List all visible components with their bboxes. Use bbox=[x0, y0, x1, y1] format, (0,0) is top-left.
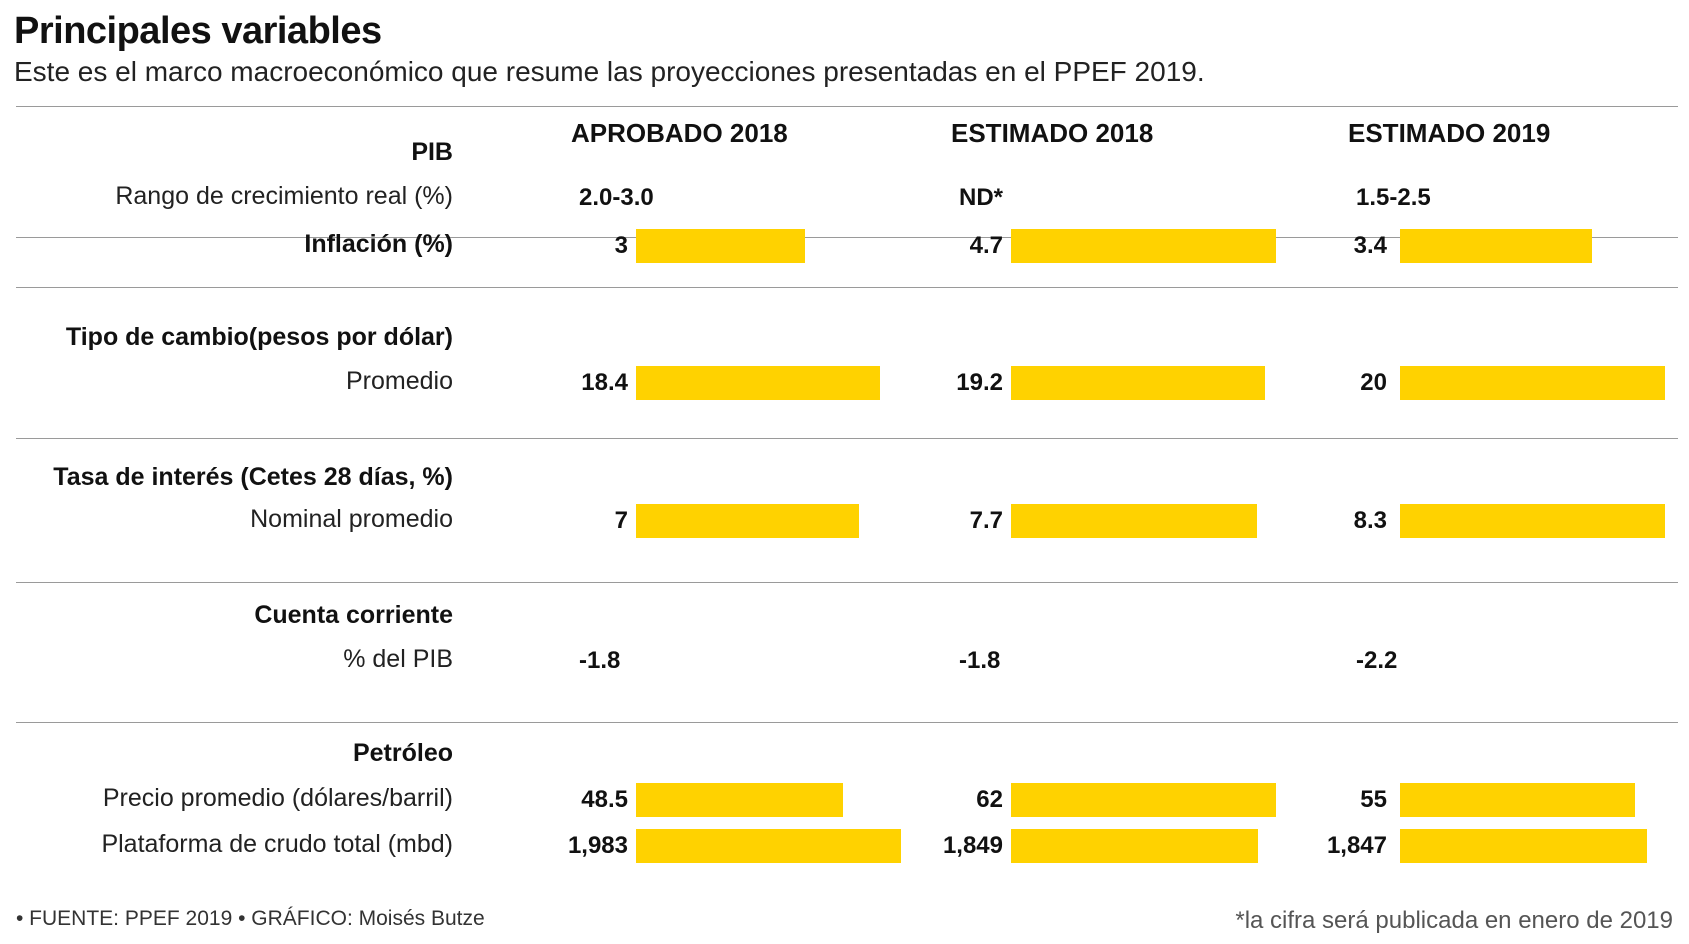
data-label: 48.5 bbox=[581, 786, 628, 813]
data-bar bbox=[1011, 504, 1257, 538]
data-bar bbox=[636, 366, 880, 400]
data-bar bbox=[1400, 783, 1635, 817]
row-label: Promedio bbox=[346, 367, 453, 395]
section-header: Petróleo bbox=[352, 739, 453, 767]
row-label: Rango de crecimiento real (%) bbox=[115, 182, 453, 210]
data-label: 2.0-3.0 bbox=[579, 184, 654, 211]
data-bar bbox=[1011, 366, 1265, 400]
column-header: APROBADO 2018 bbox=[571, 118, 788, 148]
data-bar bbox=[1400, 229, 1592, 263]
source-credit: • FUENTE: PPEF 2019 • GRÁFICO: Moisés Bu… bbox=[16, 907, 485, 930]
row-divider bbox=[16, 722, 1678, 723]
data-label: 62 bbox=[976, 786, 1003, 813]
column-header: ESTIMADO 2018 bbox=[951, 118, 1154, 148]
data-label: 1,849 bbox=[942, 832, 1003, 859]
chart-title: Principales variables bbox=[14, 10, 382, 52]
data-label: 7 bbox=[614, 507, 628, 534]
data-bar bbox=[636, 783, 843, 817]
row-divider bbox=[16, 582, 1678, 583]
data-label: 20 bbox=[1360, 369, 1387, 396]
data-label: 55 bbox=[1360, 786, 1387, 813]
row-divider bbox=[16, 237, 1678, 238]
row-label: Nominal promedio bbox=[250, 505, 453, 533]
data-bar bbox=[1011, 229, 1276, 263]
section-header: Tasa de interés (Cetes 28 días, %) bbox=[53, 463, 453, 491]
data-label: 3 bbox=[614, 232, 628, 259]
data-label: 3.4 bbox=[1353, 232, 1387, 259]
data-bar bbox=[1011, 783, 1276, 817]
row-label: Plataforma de crudo total (mbd) bbox=[101, 830, 453, 858]
data-label: ND* bbox=[959, 184, 1004, 211]
data-label: 1,847 bbox=[1326, 832, 1387, 859]
section-header: PIB bbox=[411, 138, 453, 166]
data-label: -1.8 bbox=[579, 647, 621, 674]
section-header: Tipo de cambio(pesos por dólar) bbox=[65, 323, 453, 351]
data-label: -1.8 bbox=[959, 647, 1001, 674]
footnote: *la cifra será publicada en enero de 201… bbox=[1235, 907, 1673, 934]
row-divider bbox=[16, 287, 1678, 288]
data-bar bbox=[1011, 829, 1258, 863]
row-label: Precio promedio (dólares/barril) bbox=[102, 784, 453, 812]
data-label: 19.2 bbox=[956, 369, 1003, 396]
row-label: % del PIB bbox=[343, 645, 453, 673]
data-label: 1.5-2.5 bbox=[1356, 184, 1431, 211]
row-label: Inflación (%) bbox=[304, 230, 453, 258]
data-label: 18.4 bbox=[581, 369, 628, 396]
data-label: 1,983 bbox=[567, 832, 628, 859]
data-label: 7.7 bbox=[969, 507, 1003, 534]
data-label: 4.7 bbox=[969, 232, 1003, 259]
row-divider bbox=[16, 106, 1678, 107]
data-bar bbox=[636, 229, 805, 263]
data-bar bbox=[1400, 504, 1665, 538]
data-label: -2.2 bbox=[1356, 647, 1398, 674]
section-header: Cuenta corriente bbox=[254, 601, 453, 629]
data-label: 8.3 bbox=[1353, 507, 1387, 534]
data-bar bbox=[636, 504, 859, 538]
data-bar bbox=[1400, 366, 1665, 400]
column-header: ESTIMADO 2019 bbox=[1348, 118, 1551, 148]
data-bar bbox=[1400, 829, 1647, 863]
chart-subtitle: Este es el marco macroeconómico que resu… bbox=[14, 56, 1205, 87]
data-bar bbox=[636, 829, 901, 863]
row-divider bbox=[16, 438, 1678, 439]
